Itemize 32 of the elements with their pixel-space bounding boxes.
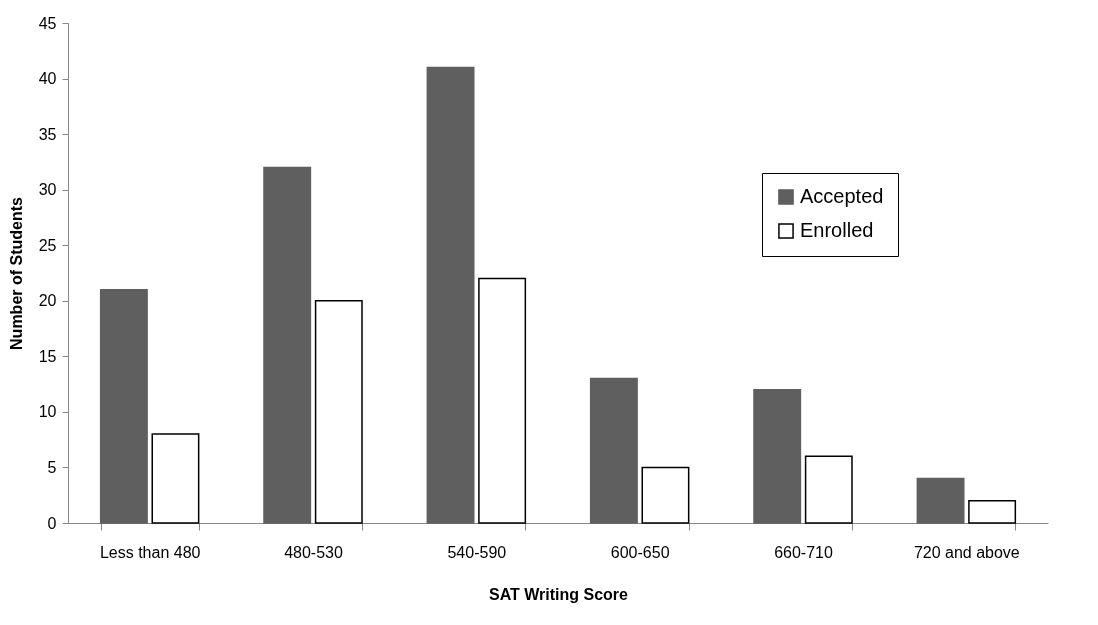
y-tick-label: 0: [47, 514, 57, 532]
x-axis-title: SAT Writing Score: [489, 585, 629, 603]
x-tick-label: 480-530: [284, 543, 343, 561]
x-tick-label: 600-650: [610, 543, 670, 561]
y-axis-title: Number of Students: [7, 196, 25, 350]
bar: [314, 300, 363, 524]
x-tick-label: 660-710: [774, 543, 833, 561]
bar: [641, 466, 690, 524]
y-tick-label: 10: [38, 403, 57, 421]
y-tick-label: 30: [38, 181, 57, 199]
legend-label: Accepted: [800, 185, 884, 207]
x-tick-label: Less than 480: [99, 543, 201, 561]
y-tick-label: 20: [38, 292, 57, 310]
y-tick-label: 35: [38, 125, 57, 143]
bar: [426, 66, 475, 524]
bar: [916, 477, 965, 524]
y-tick-label: 25: [38, 236, 57, 254]
bar: [589, 377, 638, 524]
bar: [151, 433, 200, 524]
bar: [263, 166, 312, 524]
bar: [99, 288, 148, 524]
y-tick-label: 5: [47, 458, 57, 476]
bar: [804, 455, 853, 524]
y-tick-label: 40: [38, 70, 57, 88]
bar: [753, 388, 802, 524]
bar: [968, 500, 1017, 524]
y-tick-label: 45: [38, 14, 57, 32]
legend-label: Enrolled: [800, 219, 874, 241]
x-tick-label: 540-590: [447, 543, 507, 561]
bar: [478, 277, 527, 524]
y-tick-label: 15: [38, 347, 57, 365]
x-tick-label: 720 and above: [913, 543, 1020, 561]
